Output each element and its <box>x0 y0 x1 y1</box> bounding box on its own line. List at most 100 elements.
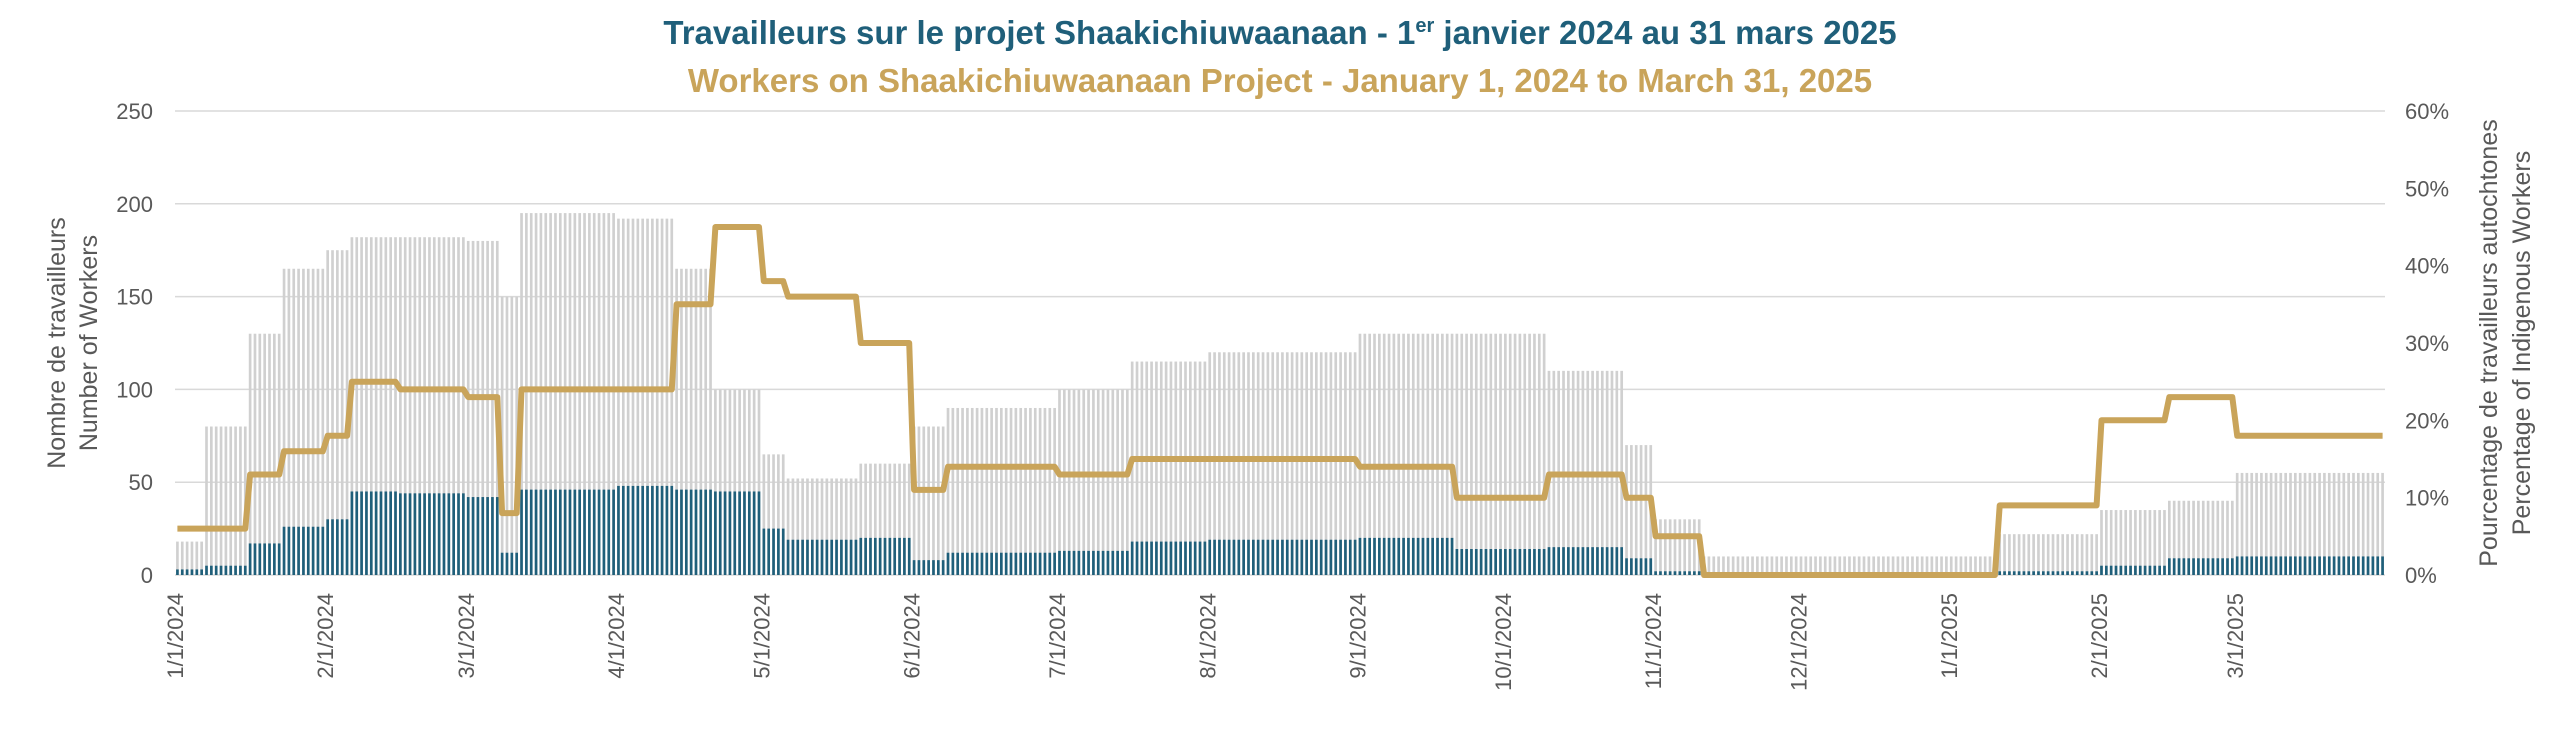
total-workers-bar <box>1305 352 1308 575</box>
indigenous-workers-bar <box>675 489 678 575</box>
total-workers-bar <box>2017 534 2021 575</box>
total-workers-bar <box>558 213 562 575</box>
total-workers-bar <box>2284 472 2287 575</box>
total-workers-bar <box>1838 556 1842 575</box>
indigenous-workers-bar <box>1290 539 1294 575</box>
indigenous-workers-bar <box>597 489 601 575</box>
total-workers-bar <box>873 463 877 575</box>
indigenous-workers-bar <box>660 485 664 575</box>
indigenous-workers-bar <box>835 539 838 575</box>
indigenous-workers-bar <box>1261 539 1265 575</box>
total-workers-bar <box>253 333 257 575</box>
total-workers-bar <box>534 213 538 575</box>
total-workers-bar <box>684 268 688 575</box>
total-workers-bar <box>1867 556 1871 575</box>
indigenous-workers-bar <box>423 493 426 575</box>
total-workers-bar <box>815 478 819 575</box>
indigenous-workers-bar <box>2327 556 2331 575</box>
indigenous-workers-bar <box>2003 571 2006 575</box>
total-workers-bar <box>2163 510 2166 575</box>
total-workers-bar <box>670 218 674 575</box>
indigenous-workers-bar <box>573 489 577 575</box>
total-workers-bar <box>229 426 233 575</box>
total-workers-bar <box>704 268 708 575</box>
indigenous-workers-bar <box>360 491 363 575</box>
total-workers-bar <box>1978 556 1982 575</box>
total-workers-bar <box>544 213 548 575</box>
indigenous-workers-bar <box>747 491 751 575</box>
indigenous-workers-bar <box>1586 547 1590 575</box>
indigenous-workers-bar <box>2308 556 2312 575</box>
indigenous-workers-bar <box>694 489 698 575</box>
indigenous-workers-bar <box>234 565 237 575</box>
total-workers-bar <box>786 478 790 575</box>
total-workers-bar <box>844 478 848 575</box>
y-left-tick-label: 100 <box>116 377 153 402</box>
total-workers-bar <box>597 213 601 575</box>
indigenous-workers-bar <box>1111 550 1115 575</box>
indigenous-workers-bar <box>1508 549 1512 575</box>
indigenous-workers-bar <box>966 552 969 575</box>
indigenous-workers-bar <box>1004 552 1008 575</box>
total-workers-bar <box>1896 556 1900 575</box>
total-workers-bar <box>539 213 543 575</box>
indigenous-workers-bar <box>1198 541 1202 575</box>
indigenous-workers-bar <box>1552 547 1556 575</box>
indigenous-workers-bar <box>1421 537 1425 575</box>
indigenous-workers-bar <box>1082 550 1086 575</box>
indigenous-workers-bar <box>1378 537 1381 575</box>
indigenous-workers-bar <box>1130 541 1134 575</box>
indigenous-workers-bar <box>2284 556 2287 575</box>
indigenous-workers-bar <box>1634 558 1638 575</box>
y-left-axis-title: Nombre de travailleurs <box>43 217 71 469</box>
total-workers-bar <box>1174 361 1178 575</box>
indigenous-workers-bar <box>568 489 572 575</box>
indigenous-workers-bar <box>752 491 756 575</box>
indigenous-workers-bar <box>2240 556 2244 575</box>
total-workers-bar <box>878 463 882 575</box>
total-workers-bar <box>927 426 930 575</box>
total-workers-bar <box>2056 534 2060 575</box>
total-workers-bar <box>1106 389 1110 575</box>
total-workers-bar <box>1053 407 1056 575</box>
indigenous-workers-bar <box>1625 558 1628 575</box>
indigenous-workers-bar <box>1649 558 1653 575</box>
total-workers-bar <box>1339 352 1342 575</box>
total-workers-bar <box>1348 352 1352 575</box>
total-workers-bar <box>1067 389 1071 575</box>
indigenous-workers-bar <box>471 497 475 575</box>
indigenous-workers-bar <box>2279 556 2283 575</box>
total-workers-bar <box>631 218 635 575</box>
indigenous-workers-bar <box>995 552 998 575</box>
indigenous-workers-bar <box>1567 547 1570 575</box>
total-workers-bar <box>340 250 344 575</box>
total-workers-bar <box>2274 472 2278 575</box>
indigenous-workers-bar <box>413 493 417 575</box>
total-workers-bar <box>1848 556 1851 575</box>
total-workers-bar <box>2187 500 2191 575</box>
indigenous-workers-bar <box>384 491 388 575</box>
x-tick-label: 1/1/2024 <box>163 593 188 679</box>
indigenous-workers-bar <box>336 519 339 575</box>
indigenous-workers-bar <box>2260 556 2263 575</box>
indigenous-workers-bar <box>176 569 179 575</box>
total-workers-bar <box>849 478 853 575</box>
indigenous-workers-bar <box>1218 539 1221 575</box>
total-workers-bar <box>1392 333 1396 575</box>
total-workers-bar <box>946 407 950 575</box>
total-workers-bar <box>273 333 276 575</box>
total-workers-bar <box>1886 556 1890 575</box>
indigenous-workers-bar <box>2032 571 2035 575</box>
total-workers-bar <box>907 463 911 575</box>
indigenous-workers-bar <box>2017 571 2021 575</box>
total-workers-bar <box>912 426 916 575</box>
total-workers-bar <box>1310 352 1313 575</box>
total-workers-bar <box>1843 556 1846 575</box>
total-workers-bar <box>1324 352 1328 575</box>
total-workers-bar <box>1949 556 1953 575</box>
indigenous-workers-bar <box>1092 550 1095 575</box>
total-workers-bar <box>568 213 572 575</box>
indigenous-workers-bar <box>922 560 926 575</box>
indigenous-workers-bar <box>1402 537 1405 575</box>
indigenous-workers-bar <box>1382 537 1386 575</box>
